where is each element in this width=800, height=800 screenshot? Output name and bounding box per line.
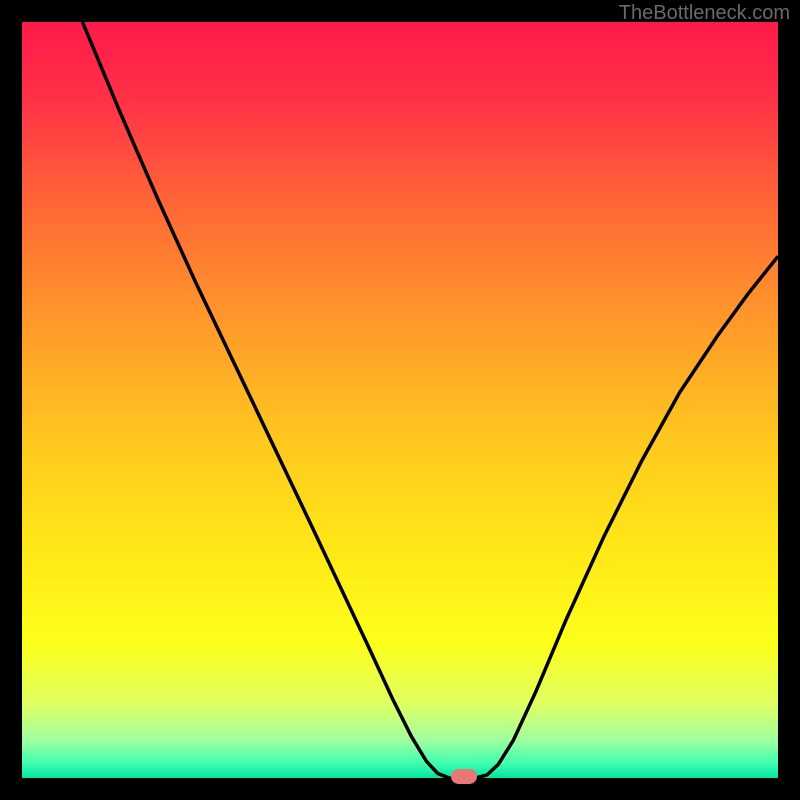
bottleneck-curve: [22, 22, 778, 778]
optimal-point-marker: [451, 769, 477, 784]
chart-container: TheBottleneck.com: [0, 0, 800, 800]
plot-area: [22, 22, 778, 778]
watermark-text: TheBottleneck.com: [619, 2, 790, 25]
